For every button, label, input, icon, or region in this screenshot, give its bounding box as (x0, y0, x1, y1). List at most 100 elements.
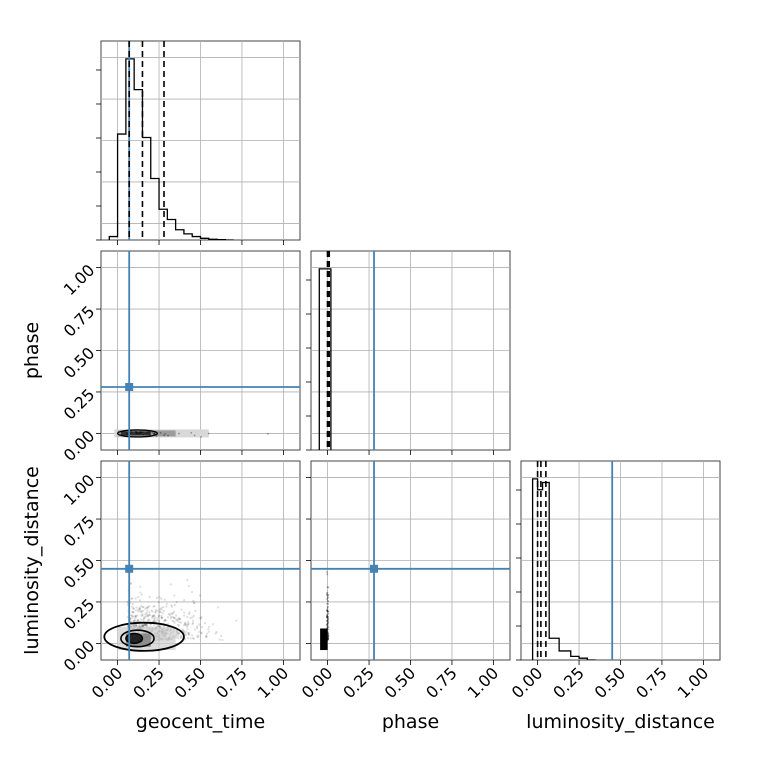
sample-point (141, 614, 144, 617)
sample-point (325, 623, 328, 626)
sample-point (326, 616, 329, 619)
sample-point (327, 621, 329, 624)
sample-point (143, 615, 146, 618)
sample-point (126, 432, 128, 434)
sample-point (146, 605, 150, 609)
sample-point (196, 625, 199, 628)
sample-point (194, 609, 197, 612)
sample-point (326, 599, 329, 602)
x-tick-label: 0.25 (129, 663, 168, 702)
sample-point (158, 610, 161, 613)
sample-point (325, 616, 328, 619)
sample-point (135, 623, 138, 627)
sample-point (156, 616, 159, 620)
sample-point (142, 625, 145, 628)
density-core (120, 431, 151, 436)
x-tick-label: 0.75 (632, 663, 671, 702)
sample-point (144, 613, 147, 616)
sample-point (195, 626, 199, 630)
sample-point (205, 632, 208, 635)
sample-point (327, 612, 330, 615)
sample-point (139, 618, 143, 621)
hist-panel-phase (306, 250, 511, 455)
sample-point (186, 628, 189, 631)
sample-point (175, 601, 178, 604)
sample-point (144, 623, 147, 626)
sample-point (326, 617, 329, 619)
sample-point (326, 610, 329, 612)
sample-point (168, 613, 171, 616)
sample-point (326, 619, 329, 622)
sample-point (155, 435, 158, 438)
sample-point (187, 622, 190, 625)
sample-point (172, 611, 175, 614)
sample-point (140, 614, 143, 617)
sample-point (158, 608, 162, 611)
sample-point (138, 624, 141, 628)
sample-point (141, 623, 144, 627)
histogram-step (108, 58, 234, 240)
sample-point (182, 614, 186, 617)
sample-point (326, 619, 329, 622)
sample-point (148, 613, 151, 617)
sample-point (178, 631, 181, 635)
truth-marker (125, 564, 134, 573)
sample-point (165, 605, 168, 608)
sample-point (195, 635, 199, 638)
sample-point (132, 615, 135, 618)
sample-point (129, 582, 133, 585)
y-axis-label-luminosity_distance: luminosity_distance (21, 466, 43, 655)
sample-point (235, 619, 238, 622)
sample-point (133, 619, 137, 623)
sample-point (186, 637, 190, 640)
sample-point (325, 609, 328, 612)
sample-point (326, 595, 329, 598)
sample-point (203, 621, 207, 625)
sample-point (134, 624, 138, 627)
sample-point (169, 617, 173, 620)
hist-panel-geocent_time (96, 40, 301, 245)
sample-point (326, 573, 329, 576)
sample-point (147, 618, 150, 621)
sample-point (132, 607, 135, 610)
sample-point (145, 606, 148, 609)
y-axis-label-phase: phase (21, 322, 43, 379)
sample-point (205, 634, 208, 638)
sample-point (141, 431, 144, 434)
sample-point (140, 593, 143, 596)
sample-point (141, 624, 144, 627)
sample-point (326, 618, 329, 621)
sample-point (132, 611, 135, 614)
sample-point (200, 626, 204, 629)
sample-point (166, 622, 170, 625)
sample-point (163, 619, 166, 623)
sample-point (151, 614, 155, 618)
sample-point (205, 635, 208, 638)
sample-point (221, 638, 224, 642)
sample-point (200, 632, 203, 635)
sample-point (177, 616, 180, 620)
sample-point (187, 584, 190, 588)
sample-point (207, 630, 210, 633)
sample-point (177, 623, 180, 627)
y-tick-label: 0.75 (60, 512, 99, 551)
sample-point (153, 432, 156, 435)
sample-point (136, 619, 139, 622)
sample-point (135, 432, 138, 435)
y-tick-label: 0.00 (60, 636, 99, 675)
sample-point (140, 605, 143, 608)
sample-point (145, 615, 148, 618)
sample-point (178, 617, 181, 621)
sample-point (173, 603, 176, 606)
sample-point (183, 630, 186, 633)
sample-point (135, 430, 137, 433)
sample-point (266, 432, 269, 435)
sample-point (158, 625, 161, 628)
sample-point (207, 432, 210, 435)
sample-point (141, 613, 144, 616)
sample-point (326, 625, 329, 628)
sample-point (177, 618, 180, 621)
sample-point (136, 432, 139, 435)
sample-point (327, 626, 329, 629)
sample-point (160, 616, 163, 619)
